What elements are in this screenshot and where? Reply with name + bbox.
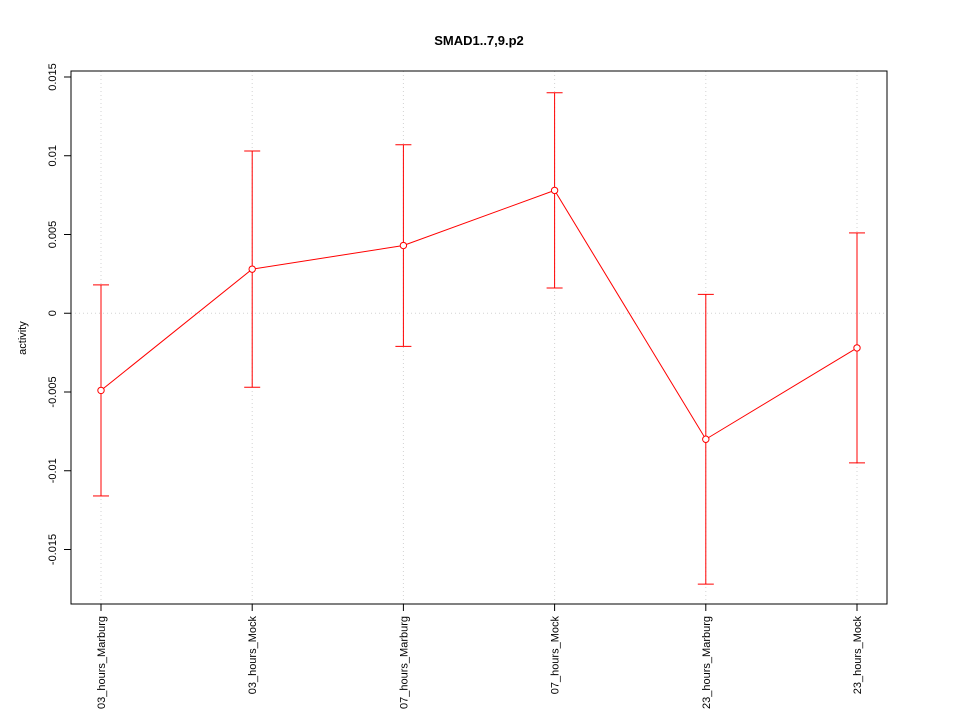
point: [702, 435, 710, 443]
point: [399, 241, 408, 250]
y-tick-label: -0.005: [47, 376, 59, 407]
point: [550, 186, 559, 195]
x-tick-label: 23_hours_Marburg: [701, 616, 713, 709]
y-axis-label: activity: [17, 321, 29, 355]
chart-title: SMAD1..7,9.p2: [434, 33, 524, 48]
y-tick-label: 0.01: [47, 145, 59, 166]
point: [97, 386, 105, 395]
y-tick-label: -0.01: [47, 458, 59, 483]
x-tick-label: 23_hours_Mock: [852, 616, 864, 695]
y-tick-label: -0.015: [47, 534, 59, 565]
x-tick-label: 07_hours_Marburg: [398, 616, 410, 709]
line: [100, 189, 858, 440]
x-tick-label: 03_hours_Marburg: [96, 616, 108, 709]
x-tick-label: 07_hours_Mock: [550, 616, 562, 695]
point: [248, 265, 256, 273]
plot-frame: [70, 70, 888, 605]
x-tick-label: 03_hours_Mock: [247, 616, 259, 695]
y-tick-label: 0.005: [47, 221, 59, 249]
y-tick-label: 0: [47, 310, 59, 316]
y-tick-label: 0.015: [47, 63, 59, 91]
point: [853, 344, 861, 352]
